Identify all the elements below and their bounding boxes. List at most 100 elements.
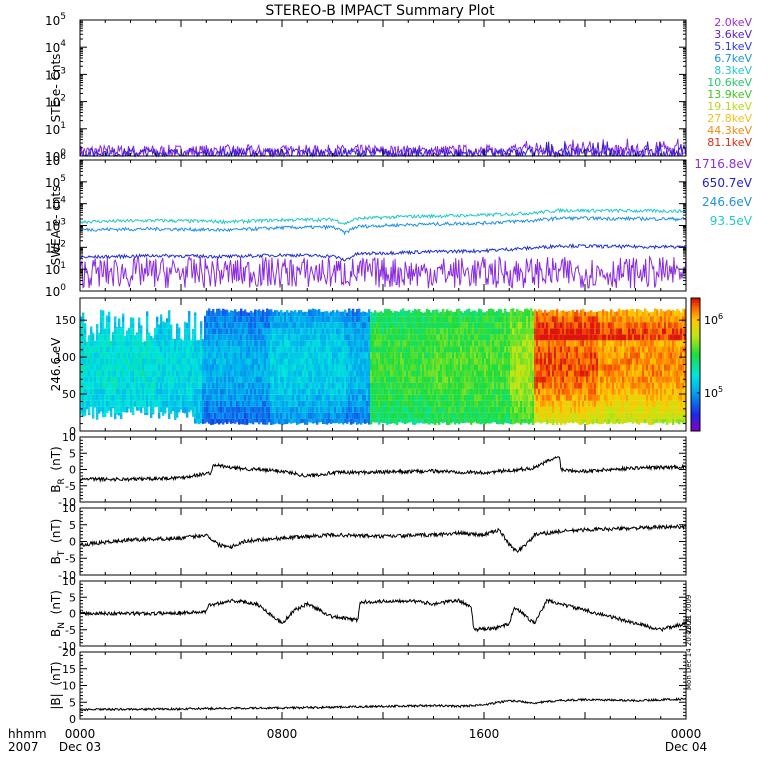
heatmap-cell [124, 370, 127, 377]
heatmap-cell [446, 340, 449, 347]
heatmap-cell [280, 394, 283, 401]
heatmap-cell [460, 406, 463, 413]
heatmap-cell [470, 364, 473, 371]
heatmap-cell [532, 328, 535, 335]
heatmap-cell [80, 370, 83, 377]
heatmap-cell [564, 418, 567, 425]
heatmap-cell [556, 352, 559, 359]
heatmap-cell [428, 388, 431, 395]
heatmap-cell [150, 358, 153, 365]
heatmap-cell [414, 310, 417, 317]
heatmap-cell [238, 394, 241, 401]
heatmap-cell [138, 394, 141, 401]
heatmap-cell [430, 322, 433, 329]
heatmap-cell [242, 406, 245, 413]
heatmap-cell [386, 382, 389, 389]
heatmap-cell [494, 328, 497, 335]
heatmap-cell [456, 358, 459, 365]
heatmap-cell [208, 322, 211, 329]
heatmap-cell [262, 322, 265, 329]
heatmap-cell [274, 394, 277, 401]
heatmap-cell [470, 382, 473, 389]
heatmap-cell [120, 406, 123, 413]
heatmap-cell [168, 400, 171, 407]
heatmap-cell [456, 376, 459, 383]
heatmap-cell [352, 352, 355, 359]
heatmap-cell [350, 346, 353, 353]
heatmap-cell [92, 352, 95, 359]
heatmap-cell [196, 376, 199, 383]
heatmap-cell [408, 346, 411, 353]
heatmap-cell [192, 364, 195, 371]
heatmap-cell [476, 346, 479, 353]
heatmap-cell [540, 334, 543, 341]
heatmap-cell [84, 323, 87, 329]
heatmap-cell [288, 364, 291, 371]
heatmap-cell [360, 370, 363, 377]
heatmap-cell [392, 394, 395, 401]
heatmap-cell [364, 358, 367, 365]
heatmap-cell [218, 352, 221, 359]
heatmap-cell [508, 334, 511, 341]
heatmap-cell [392, 382, 395, 389]
heatmap-cell [354, 394, 357, 401]
heatmap-cell [262, 310, 265, 317]
heatmap-cell [364, 322, 367, 329]
heatmap-cell [140, 340, 143, 347]
heatmap-cell [422, 322, 425, 329]
heatmap-cell [162, 376, 165, 383]
heatmap-cell [488, 418, 491, 424]
heatmap-cell [424, 364, 427, 371]
heatmap-cell [112, 331, 115, 335]
heatmap-cell [274, 328, 277, 335]
heatmap-cell [294, 376, 297, 383]
heatmap-cell [206, 322, 209, 329]
heatmap-cell [428, 352, 431, 359]
heatmap-cell [372, 340, 375, 347]
heatmap-cell [184, 352, 187, 359]
heatmap-cell [540, 394, 543, 401]
heatmap-cell [164, 394, 167, 401]
heatmap-cell [198, 412, 201, 419]
heatmap-cell [502, 352, 505, 359]
heatmap-cell [510, 310, 513, 317]
heatmap-cell [516, 316, 519, 323]
heatmap-cell [476, 406, 479, 413]
heatmap-cell [342, 316, 345, 323]
heatmap-cell [534, 376, 537, 383]
heatmap-cell [82, 352, 85, 359]
heatmap-cell [552, 400, 555, 407]
heatmap-cell [158, 334, 161, 341]
heatmap-cell [344, 352, 347, 359]
heatmap-cell [124, 400, 127, 407]
heatmap-cell [476, 394, 479, 401]
heatmap-cell [290, 346, 293, 353]
heatmap-cell [318, 406, 321, 413]
heatmap-cell [430, 418, 433, 424]
heatmap-cell [452, 352, 455, 359]
heatmap-cell [570, 352, 573, 359]
heatmap-cell [558, 400, 561, 407]
heatmap-cell [484, 364, 487, 371]
heatmap-cell [446, 346, 449, 353]
heatmap-cell [108, 334, 111, 341]
heatmap-cell [434, 334, 437, 341]
heatmap-cell [234, 394, 237, 401]
heatmap-cell [264, 406, 267, 413]
heatmap-cell [480, 328, 483, 335]
heatmap-cell [336, 418, 339, 423]
heatmap-cell [98, 394, 101, 401]
heatmap-cell [258, 309, 261, 311]
heatmap-cell [152, 382, 155, 389]
heatmap-cell [358, 370, 361, 377]
heatmap-cell [204, 322, 207, 329]
heatmap-cell [458, 328, 461, 335]
heatmap-cell [542, 406, 545, 413]
heatmap-cell [154, 382, 157, 389]
heatmap-cell [232, 406, 235, 413]
heatmap-cell [206, 370, 209, 377]
heatmap-cell [520, 322, 523, 329]
heatmap-cell [510, 352, 513, 359]
heatmap-cell [330, 394, 333, 401]
heatmap-cell [314, 352, 317, 359]
